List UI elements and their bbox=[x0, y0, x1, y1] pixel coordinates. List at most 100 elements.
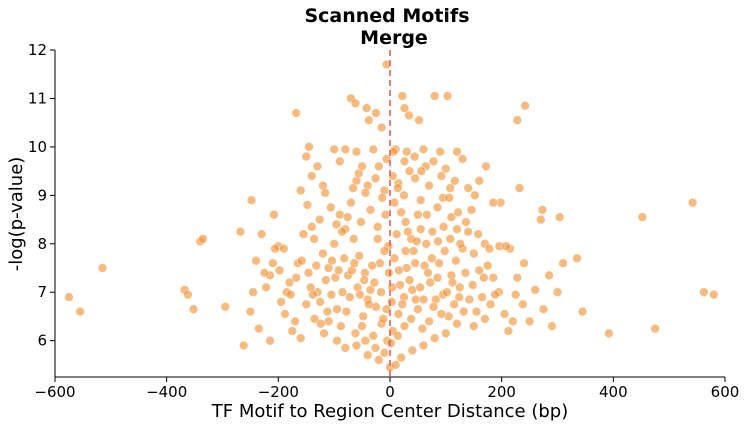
data-point bbox=[336, 321, 346, 331]
data-point bbox=[538, 304, 549, 314]
data-point bbox=[246, 195, 257, 205]
data-point bbox=[424, 316, 434, 326]
data-point bbox=[404, 110, 414, 121]
y-tick-label: 12 bbox=[28, 41, 47, 59]
data-point bbox=[449, 299, 459, 309]
data-point bbox=[332, 304, 342, 314]
data-point bbox=[421, 239, 431, 249]
data-point bbox=[409, 151, 420, 162]
data-point bbox=[467, 280, 478, 290]
data-point bbox=[637, 212, 648, 222]
data-point bbox=[251, 256, 261, 266]
data-point bbox=[441, 328, 451, 339]
data-point bbox=[379, 246, 390, 256]
data-point bbox=[381, 59, 392, 70]
data-point bbox=[341, 306, 352, 317]
data-point bbox=[436, 171, 447, 181]
data-point bbox=[433, 236, 443, 247]
data-point bbox=[360, 188, 371, 198]
data-point bbox=[445, 234, 455, 244]
data-point bbox=[335, 210, 345, 220]
data-point bbox=[270, 243, 280, 254]
data-point bbox=[687, 197, 698, 208]
data-point bbox=[386, 338, 396, 348]
data-point bbox=[512, 115, 522, 125]
data-point bbox=[418, 340, 429, 351]
data-point bbox=[376, 287, 386, 297]
data-point bbox=[390, 360, 401, 370]
data-point bbox=[510, 289, 521, 300]
data-point bbox=[321, 275, 331, 285]
data-point bbox=[572, 253, 582, 263]
data-point bbox=[349, 234, 359, 244]
data-point bbox=[416, 224, 426, 234]
data-point bbox=[438, 222, 449, 232]
data-point bbox=[358, 311, 368, 322]
data-point bbox=[351, 340, 362, 351]
data-point bbox=[452, 319, 462, 329]
data-point bbox=[501, 241, 511, 251]
data-point bbox=[361, 103, 372, 113]
data-point bbox=[337, 287, 348, 297]
data-point bbox=[340, 343, 350, 353]
data-point bbox=[400, 246, 411, 256]
data-point bbox=[415, 282, 425, 293]
data-point bbox=[524, 316, 535, 326]
data-point bbox=[319, 328, 329, 339]
data-point bbox=[371, 108, 381, 118]
data-point bbox=[335, 156, 345, 167]
data-point bbox=[427, 227, 438, 237]
data-point bbox=[350, 328, 361, 339]
data-point bbox=[388, 147, 399, 157]
data-point bbox=[303, 268, 314, 278]
data-point bbox=[412, 236, 422, 247]
data-point bbox=[322, 306, 333, 317]
data-point bbox=[488, 273, 498, 283]
data-point bbox=[466, 205, 477, 215]
data-point bbox=[512, 273, 522, 283]
y-tick-label: 8 bbox=[37, 235, 47, 253]
data-point bbox=[315, 214, 325, 225]
data-point bbox=[331, 219, 342, 230]
data-point bbox=[340, 144, 350, 155]
data-point bbox=[519, 258, 529, 268]
data-point bbox=[477, 292, 487, 302]
data-point bbox=[393, 309, 404, 319]
data-point bbox=[474, 176, 484, 186]
x-tick-label: −600 bbox=[34, 383, 75, 401]
data-point bbox=[301, 299, 311, 309]
data-point bbox=[427, 253, 437, 263]
y-axis-label: -log(p-value) bbox=[6, 157, 27, 272]
data-point bbox=[297, 256, 307, 266]
data-point bbox=[454, 292, 464, 302]
data-point bbox=[369, 277, 380, 288]
data-point bbox=[302, 200, 313, 210]
data-point bbox=[455, 282, 465, 293]
data-point bbox=[276, 297, 286, 307]
data-point bbox=[469, 248, 479, 259]
data-point bbox=[413, 210, 423, 220]
data-point bbox=[413, 304, 423, 314]
data-point bbox=[406, 314, 416, 324]
data-point bbox=[323, 316, 334, 326]
data-point bbox=[459, 306, 469, 317]
data-point bbox=[346, 197, 356, 208]
data-point bbox=[441, 164, 451, 174]
data-point bbox=[410, 258, 420, 268]
data-point bbox=[64, 292, 74, 302]
data-point bbox=[350, 98, 361, 109]
data-point bbox=[269, 210, 279, 220]
data-point bbox=[490, 289, 500, 300]
data-point bbox=[354, 168, 364, 179]
data-point bbox=[461, 217, 471, 227]
data-point bbox=[650, 323, 660, 334]
x-tick-label: −200 bbox=[258, 383, 299, 401]
data-point bbox=[404, 166, 415, 176]
x-tick-label: 0 bbox=[385, 383, 395, 401]
data-point bbox=[450, 176, 460, 186]
data-point bbox=[481, 161, 491, 172]
data-point bbox=[285, 289, 296, 300]
data-point bbox=[265, 336, 275, 346]
